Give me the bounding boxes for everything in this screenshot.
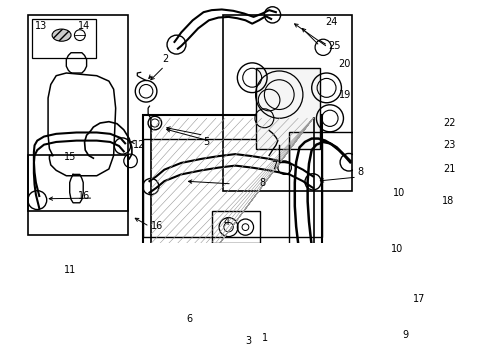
- Text: 16: 16: [150, 221, 163, 231]
- Text: 13: 13: [35, 21, 47, 31]
- Text: 5: 5: [203, 137, 209, 147]
- Bar: [142, 115, 321, 338]
- Text: 6: 6: [185, 314, 192, 324]
- Text: 10: 10: [390, 244, 402, 254]
- Text: 24: 24: [325, 17, 337, 27]
- Bar: [28, 156, 127, 235]
- Bar: [211, 211, 260, 243]
- Text: 20: 20: [338, 59, 350, 69]
- Text: 15: 15: [64, 152, 77, 162]
- Text: 10: 10: [392, 188, 404, 198]
- Text: 25: 25: [327, 41, 340, 51]
- Text: 9: 9: [402, 330, 407, 339]
- Text: 8: 8: [259, 177, 264, 188]
- Text: 17: 17: [412, 294, 425, 304]
- Text: 2: 2: [162, 54, 168, 64]
- Ellipse shape: [52, 29, 71, 41]
- Text: 4: 4: [224, 217, 229, 227]
- Text: 11: 11: [64, 265, 77, 275]
- Text: 3: 3: [245, 336, 251, 346]
- Text: 21: 21: [442, 164, 454, 174]
- Text: 18: 18: [441, 197, 453, 206]
- Text: 22: 22: [442, 118, 454, 128]
- Text: 12: 12: [133, 140, 145, 150]
- Text: 16: 16: [78, 191, 90, 201]
- Bar: [223, 15, 351, 191]
- Bar: [28, 15, 127, 211]
- Text: 23: 23: [442, 140, 454, 150]
- Text: 19: 19: [338, 90, 350, 100]
- Bar: [142, 139, 321, 237]
- Bar: [255, 68, 319, 149]
- Text: 1: 1: [262, 333, 268, 343]
- Bar: [32, 19, 96, 58]
- Bar: [289, 132, 390, 291]
- Text: 7: 7: [270, 161, 277, 171]
- Text: 14: 14: [78, 21, 90, 31]
- Text: 8: 8: [356, 167, 363, 177]
